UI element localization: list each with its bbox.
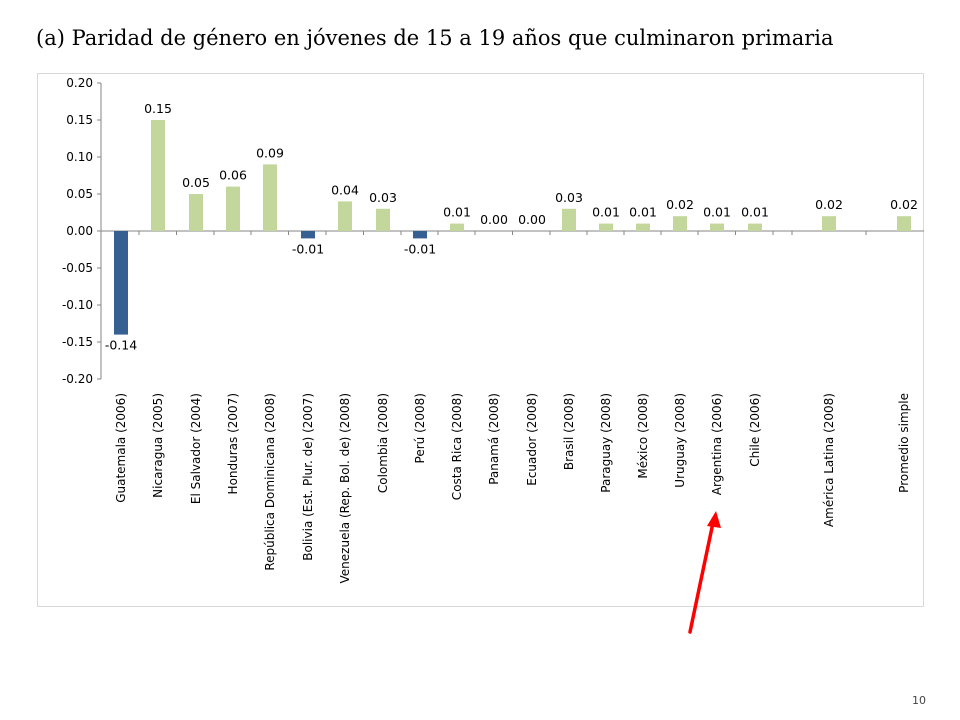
bar (151, 120, 165, 231)
x-tick-label: Brasil (2008) (562, 393, 576, 470)
x-tick-label: Guatemala (2006) (114, 393, 128, 503)
x-tick-label: Perú (2008) (413, 393, 427, 463)
y-tick-label: -0.20 (62, 372, 93, 386)
bar (636, 223, 650, 231)
bar (189, 194, 203, 231)
bar-chart: 0.20 0.15 0.10 0.05 0.00 -0.05 -0.10 -0.15 -0.20… (62, 76, 924, 583)
y-tick-label: -0.10 (62, 298, 93, 312)
bar (226, 186, 240, 231)
y-tick-label: -0.15 (62, 335, 93, 349)
data-label: 0.01 (703, 205, 731, 220)
bar (748, 223, 762, 231)
x-tick-label: Panamá (2008) (487, 393, 501, 485)
bar (562, 208, 576, 231)
x-tick-label: Bolivia (Est. Plur. de) (2007) (301, 393, 315, 561)
data-label: 0.05 (182, 175, 210, 190)
x-tick-label: Costa Rica (2008) (450, 393, 464, 500)
x-tick-label: Uruguay (2008) (673, 393, 687, 488)
data-label: 0.06 (219, 168, 247, 183)
x-tick-label: Argentina (2006) (710, 393, 724, 495)
bar (450, 223, 464, 231)
data-label: -0.01 (292, 241, 324, 256)
x-tick-label: Paraguay (2008) (599, 393, 613, 493)
x-tick-label: El Salvador (2004) (189, 393, 203, 504)
data-label: 0.01 (443, 205, 471, 220)
x-tick-label: Honduras (2007) (226, 393, 240, 494)
data-label: 0.00 (480, 212, 508, 227)
x-tick-label: República Dominicana (2008) (263, 393, 277, 571)
bar (710, 223, 724, 231)
x-tick-label: México (2008) (636, 393, 650, 479)
x-tick-label: Ecuador (2008) (525, 393, 539, 486)
x-tick-label: Colombia (2008) (376, 393, 390, 493)
bar (301, 231, 315, 239)
data-label: 0.15 (144, 101, 172, 116)
bar (822, 216, 836, 231)
bar (263, 164, 277, 231)
bar (673, 216, 687, 231)
chart-title: (a) Paridad de género en jóvenes de 15 a… (36, 26, 834, 50)
bar (376, 208, 390, 231)
data-label: 0.01 (592, 205, 620, 220)
data-label: 0.09 (256, 145, 284, 160)
data-label: 0.02 (666, 197, 694, 212)
x-tick-label: Promedio simple (897, 393, 911, 493)
data-label: 0.03 (369, 190, 397, 205)
y-tick-label: 0.20 (66, 76, 93, 90)
bar (897, 216, 911, 231)
x-tick-label: Chile (2006) (748, 393, 762, 467)
x-tick-label: América Latina (2008) (822, 393, 836, 527)
data-label: 0.01 (741, 205, 769, 220)
data-label: -0.01 (404, 241, 436, 256)
bar (114, 231, 128, 335)
bar (338, 201, 352, 231)
bar (413, 231, 427, 239)
data-label: 0.01 (629, 205, 657, 220)
chart-area: 0.20 0.15 0.10 0.05 0.00 -0.05 -0.10 -0.15 -0.20… (37, 73, 924, 607)
data-label: 0.02 (890, 197, 918, 212)
page-number: 10 (912, 694, 926, 707)
data-label: -0.14 (105, 338, 137, 353)
data-label: 0.04 (331, 182, 359, 197)
y-tick-label: 0.00 (66, 224, 93, 238)
y-tick-label: -0.05 (62, 261, 93, 275)
data-label: 0.00 (518, 212, 546, 227)
x-tick-label: Nicaragua (2005) (151, 393, 165, 498)
data-label: 0.03 (555, 190, 583, 205)
y-tick-label: 0.15 (66, 113, 93, 127)
bar (599, 223, 613, 231)
y-tick-label: 0.05 (66, 187, 93, 201)
y-tick-label: 0.10 (66, 150, 93, 164)
data-label: 0.02 (815, 197, 843, 212)
x-tick-label: Venezuela (Rep. Bol. de) (2008) (338, 393, 352, 583)
